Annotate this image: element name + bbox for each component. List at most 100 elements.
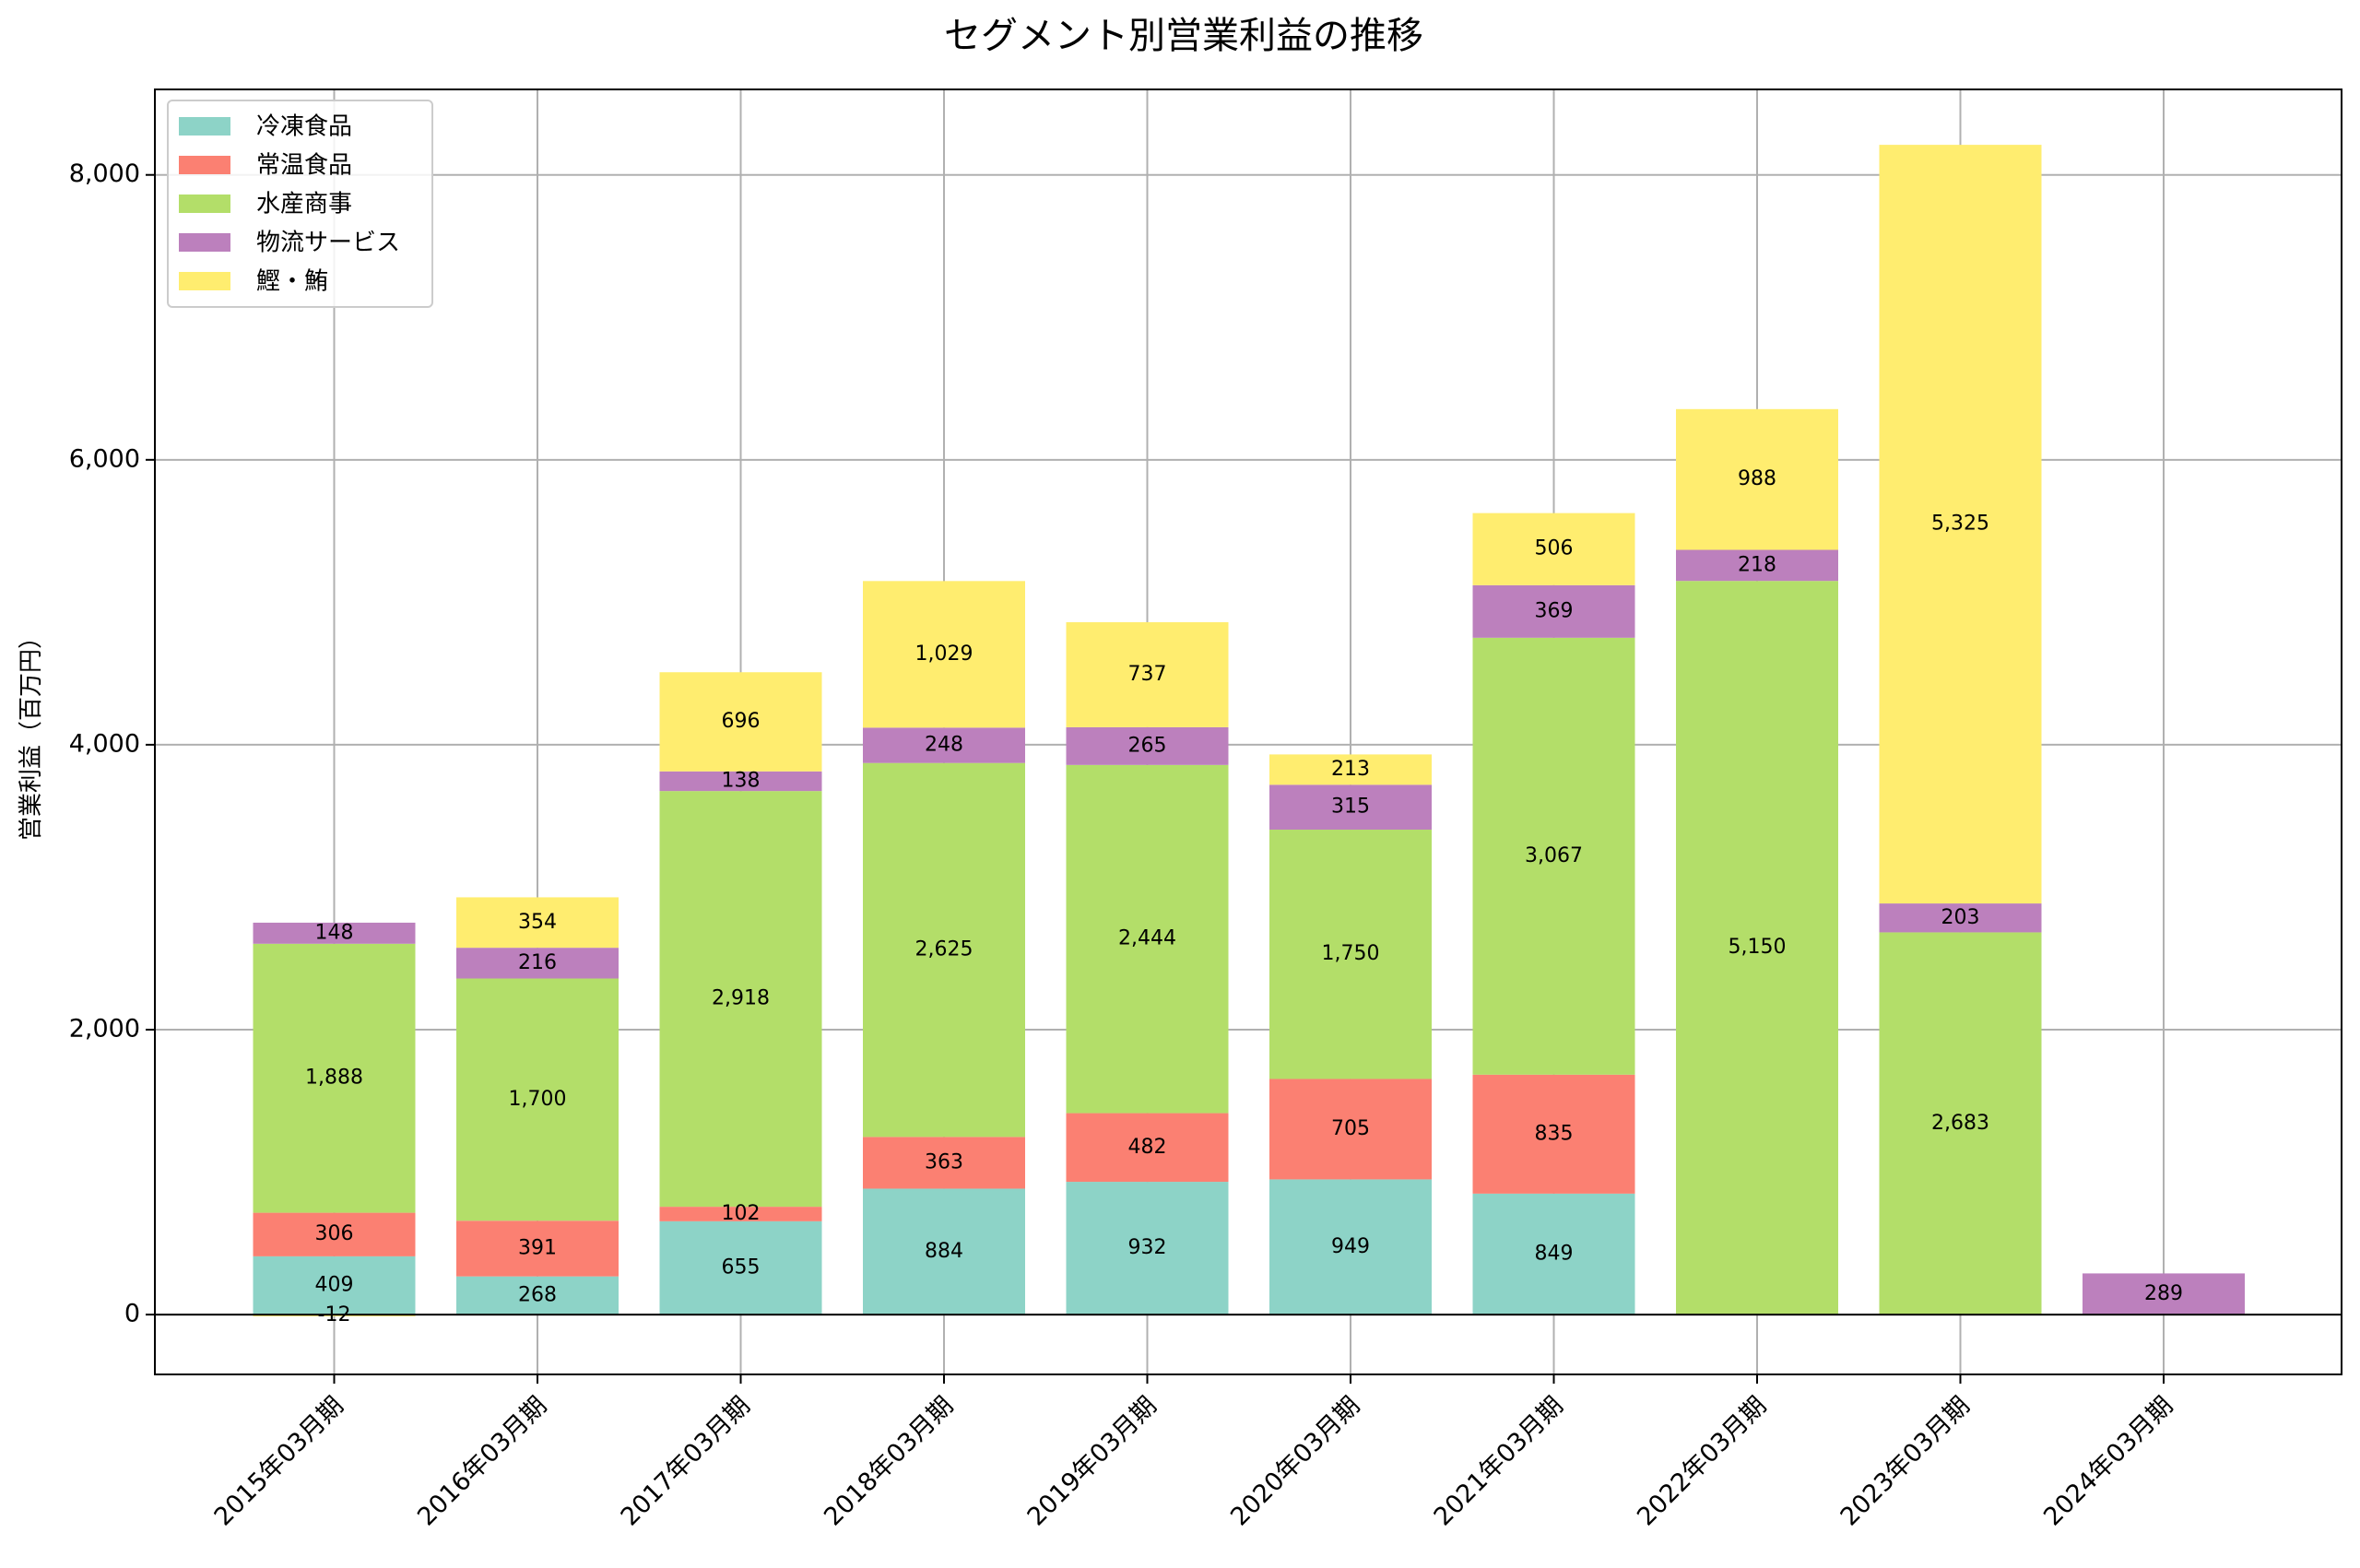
data-label: 315: [1331, 796, 1370, 819]
data-label: 2,683: [1931, 1112, 1989, 1135]
data-label: 268: [518, 1283, 557, 1306]
bar-segment: [1879, 932, 2042, 1315]
bar-segment: [1269, 754, 1432, 785]
data-label: 306: [315, 1222, 354, 1245]
legend-swatch: [179, 195, 230, 213]
bar-segment: [1472, 1193, 1635, 1315]
data-label: 1,029: [915, 643, 974, 666]
bar-segment: [659, 1207, 822, 1221]
bar-segment: [456, 978, 619, 1221]
data-label: 482: [1128, 1136, 1167, 1159]
data-label: 949: [1331, 1235, 1370, 1258]
bar-segment: [1066, 1182, 1229, 1315]
bar-segment: [2083, 1273, 2245, 1315]
plot-frame: [154, 88, 2342, 1375]
y-tick-label: 4,000: [69, 729, 140, 758]
legend-label: 常温食品: [256, 152, 352, 180]
x-tick-label: 2021年03月期: [1429, 1391, 1569, 1531]
bar-segment: [1676, 549, 1838, 582]
bar-segment: [1472, 584, 1635, 638]
chart-title: セグメント別営業利益の推移: [944, 15, 1423, 57]
legend-box: [167, 100, 433, 308]
data-label: 655: [722, 1256, 761, 1279]
bar-segment: [659, 791, 822, 1208]
data-label: 216: [518, 951, 557, 974]
x-tick-label: 2016年03月期: [412, 1391, 552, 1531]
bar-segment: [1676, 581, 1838, 1315]
bar-segment: [253, 922, 416, 944]
x-tick-label: 2015年03月期: [209, 1391, 349, 1531]
bar-segment: [863, 1137, 1025, 1189]
data-label: 2,444: [1118, 927, 1176, 950]
y-tick-label: 0: [124, 1300, 140, 1328]
bar-segment: [1066, 1113, 1229, 1183]
data-label: 696: [722, 710, 761, 733]
bars-layer: [253, 145, 2245, 1316]
data-label: 884: [925, 1240, 963, 1263]
x-tick-label: 2024年03月期: [2038, 1391, 2178, 1531]
x-tick-label: 2023年03月期: [1835, 1391, 1976, 1531]
data-label: 369: [1535, 599, 1574, 622]
bar-segment: [1472, 637, 1635, 1075]
data-label: 705: [1331, 1117, 1370, 1140]
y-tick-label: 2,000: [69, 1015, 140, 1043]
bar-segment: [659, 672, 822, 772]
data-label: 1,750: [1322, 942, 1380, 965]
data-label: 932: [1128, 1236, 1167, 1259]
bar-segment: [659, 771, 822, 792]
x-tick-label: 2020年03月期: [1225, 1391, 1365, 1531]
data-label: 835: [1535, 1122, 1574, 1145]
data-label: 354: [518, 911, 557, 934]
y-tick-label: 8,000: [69, 159, 140, 188]
data-label: 213: [1331, 758, 1370, 781]
data-label: -12: [318, 1303, 351, 1326]
legend-label: 物流サービス: [256, 230, 400, 257]
data-label: 1,700: [509, 1088, 567, 1111]
x-tick-label: 2019年03月期: [1022, 1391, 1162, 1531]
data-label: 203: [1941, 906, 1980, 929]
bar-segment: [1879, 903, 2042, 933]
bar-segment: [863, 727, 1025, 763]
bar-segment: [1879, 145, 2042, 904]
bar-segment: [456, 1220, 619, 1277]
bar-segment: [863, 762, 1025, 1138]
bar-segment: [863, 581, 1025, 728]
data-label: 3,067: [1525, 844, 1583, 867]
data-label: 988: [1738, 467, 1776, 490]
legend-swatch: [179, 117, 230, 136]
bar-segment: [659, 1220, 822, 1315]
legend-swatch: [179, 156, 230, 174]
data-label: 737: [1128, 663, 1167, 686]
bar-segment: [456, 948, 619, 979]
bar-segment: [253, 943, 416, 1213]
bar-segment: [1269, 1079, 1432, 1180]
data-label: 1,888: [305, 1067, 363, 1090]
bar-segment: [456, 1276, 619, 1315]
data-label: 248: [925, 734, 963, 757]
legend-swatch: [179, 272, 230, 290]
bar-segment: [1472, 513, 1635, 585]
data-label: 849: [1535, 1242, 1574, 1265]
data-label: 289: [2144, 1282, 2183, 1305]
x-tick-label: 2018年03月期: [819, 1391, 959, 1531]
bar-segment: [1676, 408, 1838, 550]
data-label: 2,625: [915, 938, 974, 961]
bar-segment: [1066, 622, 1229, 727]
data-label: 5,325: [1931, 513, 1989, 536]
data-label: 506: [1535, 537, 1574, 560]
x-tick-label: 2022年03月期: [1632, 1391, 1772, 1531]
y-tick-label: 6,000: [69, 444, 140, 473]
legend-label: 冷凍食品: [256, 113, 352, 141]
bar-segment: [253, 1212, 416, 1256]
data-label: 2,918: [712, 987, 770, 1010]
bar-segment: [1066, 764, 1229, 1114]
data-label: 5,150: [1729, 936, 1787, 959]
data-label: 148: [315, 921, 354, 944]
bar-segment: [456, 897, 619, 949]
data-label: 409: [315, 1273, 354, 1296]
data-label: 265: [1128, 734, 1167, 757]
data-label: 102: [722, 1202, 761, 1225]
